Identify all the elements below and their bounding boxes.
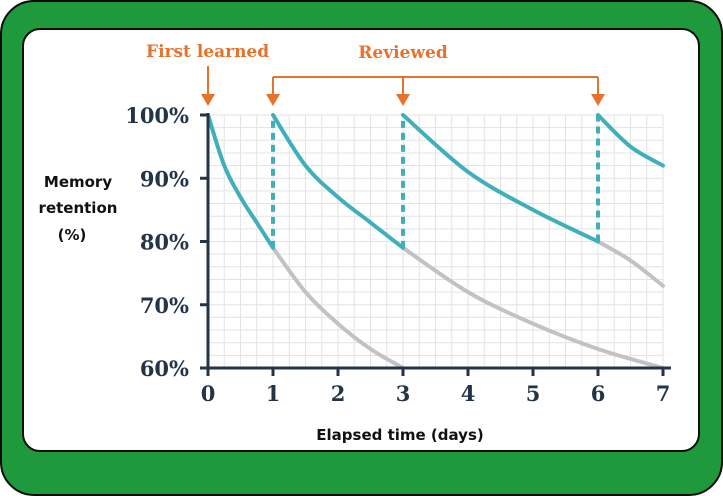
x-tick-label: 0 (201, 381, 216, 406)
retention-curve-segment (271, 113, 405, 250)
x-axis-label: Elapsed time (days) (316, 426, 483, 444)
forgetting-curves (271, 239, 665, 370)
y-axis-label-line-1: Memory (44, 173, 112, 191)
y-tick-label: 80% (140, 230, 189, 255)
chart-panel (22, 28, 700, 452)
annotations: First learned Reviewed (146, 42, 605, 106)
retention-curve-segment (401, 113, 600, 244)
tick-labels: 100% 90% 80% 70% 60% 0 1 2 3 4 5 6 7 (125, 103, 670, 406)
retention-curves (206, 113, 665, 250)
retention-curve-segment (596, 113, 665, 168)
y-tick-label: 100% (125, 103, 189, 128)
y-tick-label: 90% (140, 166, 189, 191)
x-tick-label: 4 (461, 381, 476, 406)
annotation-arrow-head (201, 94, 215, 106)
x-tick-label: 6 (591, 381, 606, 406)
x-tick-label: 2 (331, 381, 346, 406)
annotation-arrow-head (266, 94, 280, 106)
x-tick-label: 3 (396, 381, 411, 406)
annotation-arrow-head (591, 94, 605, 106)
y-tick-label: 60% (140, 356, 189, 381)
y-tick-label: 70% (140, 293, 189, 318)
reviewed-label: Reviewed (358, 43, 448, 63)
forgetting-curve-segment (271, 245, 405, 370)
retention-curve-segment (206, 113, 275, 250)
axes (200, 113, 671, 376)
x-tick-label: 7 (656, 381, 671, 406)
y-axis-label-line-2: retention (39, 199, 118, 217)
first-learned-label: First learned (146, 42, 269, 62)
y-axis-label-line-3: (%) (58, 226, 87, 244)
x-tick-label: 1 (266, 381, 281, 406)
x-tick-label: 5 (526, 381, 541, 406)
review-jumps (271, 115, 600, 248)
forgetting-curve-segment (401, 245, 665, 370)
annotation-arrow-head (396, 94, 410, 106)
forgetting-curve-segment (596, 239, 665, 288)
